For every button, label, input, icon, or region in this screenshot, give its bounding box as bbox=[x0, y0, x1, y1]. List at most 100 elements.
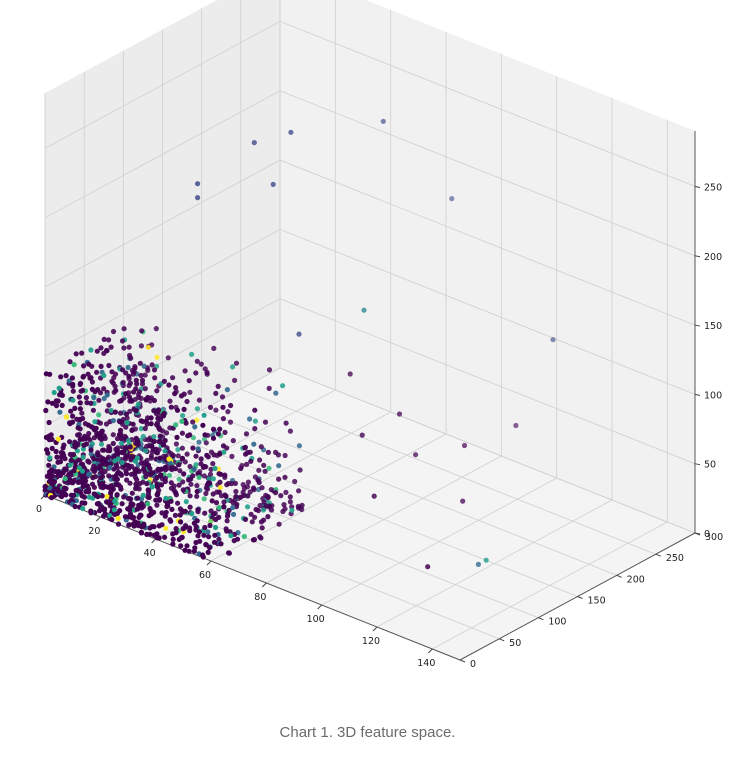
data-point bbox=[261, 499, 267, 505]
data-point bbox=[101, 336, 107, 342]
data-point bbox=[242, 516, 249, 523]
data-point bbox=[216, 536, 222, 542]
y-tick-label: 0 bbox=[470, 659, 476, 670]
data-point bbox=[148, 415, 154, 421]
data-point bbox=[120, 379, 126, 386]
data-point bbox=[126, 394, 133, 400]
data-point bbox=[127, 398, 133, 404]
data-point bbox=[70, 451, 76, 458]
data-point bbox=[107, 448, 113, 454]
data-point bbox=[46, 462, 52, 468]
data-point bbox=[162, 478, 168, 485]
data-point bbox=[173, 526, 179, 532]
data-point bbox=[137, 360, 143, 366]
data-point bbox=[289, 507, 295, 513]
data-point bbox=[157, 455, 163, 461]
x-tick-mark bbox=[427, 648, 433, 654]
data-point bbox=[49, 445, 55, 451]
data-point bbox=[204, 452, 210, 458]
data-point bbox=[138, 395, 144, 401]
data-point bbox=[60, 470, 66, 476]
data-point bbox=[75, 441, 81, 447]
data-point bbox=[124, 420, 130, 426]
data-point bbox=[139, 460, 145, 466]
data-point bbox=[154, 484, 161, 490]
data-point bbox=[205, 480, 212, 486]
data-point bbox=[94, 348, 100, 354]
data-point bbox=[205, 549, 211, 556]
data-point bbox=[187, 504, 193, 510]
data-point bbox=[141, 363, 147, 369]
data-point bbox=[243, 451, 249, 457]
y-tick-label: 300 bbox=[705, 532, 723, 543]
data-point bbox=[250, 485, 257, 491]
data-point bbox=[192, 424, 198, 430]
data-point bbox=[98, 363, 104, 369]
data-point bbox=[55, 488, 61, 494]
data-point bbox=[123, 391, 129, 397]
data-point bbox=[209, 498, 215, 504]
data-point bbox=[55, 459, 61, 465]
data-point bbox=[221, 499, 227, 505]
data-point bbox=[166, 456, 172, 462]
data-point bbox=[210, 461, 216, 467]
data-point bbox=[80, 415, 86, 422]
data-point bbox=[145, 501, 151, 507]
data-point bbox=[187, 463, 193, 470]
data-point bbox=[113, 473, 119, 479]
data-point bbox=[260, 507, 266, 513]
data-point bbox=[84, 400, 90, 406]
x-axis-line bbox=[44, 494, 461, 661]
data-point bbox=[282, 452, 288, 459]
data-point bbox=[75, 479, 81, 485]
data-point bbox=[121, 345, 127, 351]
data-point bbox=[114, 482, 120, 488]
data-point bbox=[177, 468, 183, 474]
data-point bbox=[241, 533, 247, 540]
data-point bbox=[97, 435, 103, 441]
data-point bbox=[266, 385, 272, 391]
data-point bbox=[361, 307, 367, 313]
data-point bbox=[150, 470, 156, 476]
data-point bbox=[475, 561, 481, 568]
y-tick-mark bbox=[655, 553, 662, 557]
data-point bbox=[94, 369, 100, 375]
data-point bbox=[44, 447, 50, 453]
data-point bbox=[178, 543, 184, 549]
data-point bbox=[80, 461, 86, 468]
data-point bbox=[273, 390, 279, 396]
data-point bbox=[178, 393, 185, 399]
data-point bbox=[142, 448, 149, 454]
data-point bbox=[180, 487, 186, 493]
data-point bbox=[73, 351, 79, 357]
data-point bbox=[126, 522, 132, 528]
data-point bbox=[217, 451, 223, 457]
data-point bbox=[139, 501, 145, 507]
chart-caption: Chart 1. 3D feature space. bbox=[279, 724, 456, 741]
data-point bbox=[156, 439, 162, 445]
data-point bbox=[227, 419, 234, 425]
data-point bbox=[222, 472, 228, 478]
data-point bbox=[225, 409, 231, 415]
data-point bbox=[79, 493, 85, 499]
data-point bbox=[157, 496, 163, 503]
data-point bbox=[80, 436, 86, 442]
data-point bbox=[108, 407, 114, 414]
data-point bbox=[278, 493, 284, 499]
data-point bbox=[182, 459, 188, 465]
data-point bbox=[47, 469, 53, 475]
data-point bbox=[247, 416, 253, 422]
data-point bbox=[149, 524, 155, 530]
data-point bbox=[242, 444, 248, 450]
data-point bbox=[75, 425, 81, 431]
data-point bbox=[228, 402, 234, 409]
data-point bbox=[513, 422, 519, 429]
data-point bbox=[268, 487, 274, 493]
data-point bbox=[175, 453, 181, 459]
data-point bbox=[100, 447, 106, 453]
data-point bbox=[483, 557, 489, 563]
data-point bbox=[126, 373, 132, 379]
data-point bbox=[54, 454, 60, 460]
data-point bbox=[51, 479, 58, 485]
data-point bbox=[96, 412, 102, 418]
